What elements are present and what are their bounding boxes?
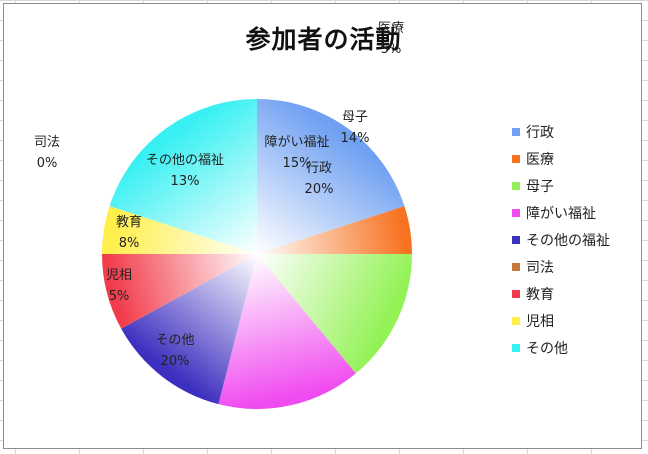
legend-swatch	[512, 208, 520, 217]
pie-slice-9[interactable]	[109, 99, 257, 254]
legend-item-2: 医療	[512, 145, 610, 172]
data-label-8: 児相 5%	[106, 268, 132, 304]
legend-item-7: 教育	[512, 280, 610, 307]
legend-item-9: その他	[512, 334, 610, 361]
legend-label: 教育	[526, 286, 554, 303]
pie-slice-4[interactable]	[218, 254, 356, 410]
legend-label: 児相	[526, 313, 554, 330]
legend: 行政医療母子障がい福祉その他の福祉 司法教育児相その他	[512, 118, 610, 361]
legend-swatch	[512, 343, 520, 352]
legend-label: 行政	[526, 124, 554, 141]
legend-label: 医療	[526, 151, 554, 168]
pie-labels: 行政 20% 医療 5% 母子 14% 障がい福祉 15% その他の福祉 13% 司法 0% 教育 8% 児…	[34, 21, 404, 369]
legend-swatch	[512, 262, 520, 271]
legend-label: その他	[526, 340, 568, 357]
data-label-4: 障がい福祉 15%	[264, 135, 329, 171]
legend-swatch	[512, 235, 520, 244]
legend-item-5: その他の福祉	[512, 226, 610, 253]
data-label-1: 行政 20%	[305, 161, 334, 197]
chart-area[interactable]: 参加者の活動 行政 20% 医療 5% 母子 14% 障がい福祉 15% その他の福祉 13% 司法…	[3, 3, 642, 449]
legend-item-4: 障がい福祉	[512, 199, 610, 226]
legend-item-1: 行政	[512, 118, 610, 145]
pie-slice-7[interactable]	[102, 254, 257, 329]
pie-plot[interactable]: 行政 20% 医療 5% 母子 14% 障がい福祉 15% その他の福祉 13% 司法 0% 教育 8% 児…	[4, 4, 643, 450]
data-label-3: 母子 14%	[341, 110, 370, 146]
pie-slice-2[interactable]	[257, 206, 412, 254]
pie-slice-3[interactable]	[257, 254, 412, 374]
data-label-5: その他の福祉 13%	[146, 153, 224, 189]
data-label-6: 司法 0%	[34, 135, 60, 171]
legend-item-8: 児相	[512, 307, 610, 334]
data-label-9: その他 20%	[155, 333, 194, 369]
legend-label: 障がい福祉	[526, 205, 596, 222]
legend-swatch	[512, 154, 520, 163]
pie-slices	[102, 99, 412, 410]
legend-swatch	[512, 289, 520, 298]
legend-label: 司法	[526, 259, 554, 276]
pie-slice-1[interactable]	[257, 99, 405, 254]
legend-label: 母子	[526, 178, 554, 195]
pie-slice-8[interactable]	[102, 206, 257, 254]
legend-item-6: 司法	[512, 253, 610, 280]
legend-swatch	[512, 181, 520, 190]
legend-swatch	[512, 316, 520, 325]
legend-label: その他の福祉	[526, 232, 610, 249]
data-label-2: 医療 5%	[378, 21, 404, 57]
pie-slice-5[interactable]	[121, 254, 258, 405]
legend-swatch	[512, 127, 520, 136]
chart-title: 参加者の活動	[245, 25, 402, 54]
data-label-7: 教育 8%	[116, 214, 142, 251]
legend-item-3: 母子	[512, 172, 610, 199]
